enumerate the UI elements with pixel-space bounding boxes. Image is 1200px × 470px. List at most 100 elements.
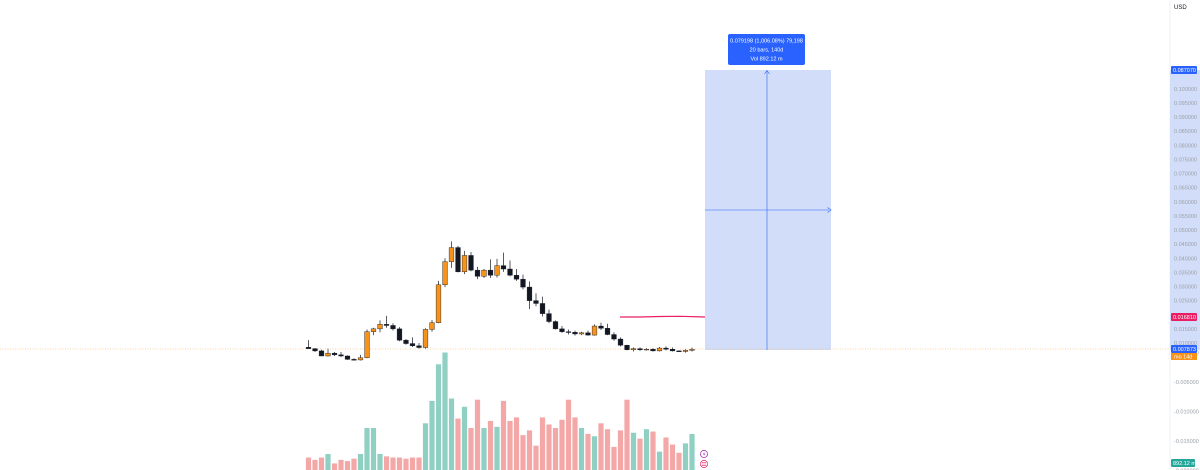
volume-bar xyxy=(520,435,526,470)
volume-bar xyxy=(442,352,448,470)
candle-body xyxy=(500,265,507,270)
candle-body xyxy=(669,349,676,352)
volume-tag: 892.12 m xyxy=(1171,459,1196,467)
candle-body xyxy=(591,325,598,336)
volume-bar xyxy=(409,457,416,470)
measure-tooltip-box xyxy=(728,34,805,65)
volume-bar xyxy=(526,430,533,470)
volume-bar xyxy=(539,417,546,470)
volume-bar xyxy=(585,433,591,470)
volume-bar xyxy=(643,429,650,470)
measure-label-bars: 20 bars, 140d xyxy=(750,48,784,54)
volume-bar xyxy=(487,420,494,470)
volume-bar xyxy=(351,458,357,470)
candle xyxy=(344,355,351,360)
candle-body xyxy=(383,324,390,326)
volume-axis-label: -0.020000 xyxy=(1174,469,1199,470)
current-price-tag-box xyxy=(1171,345,1197,353)
volume-bar xyxy=(669,444,676,470)
price-axis-label: 0.025000 xyxy=(1174,299,1197,305)
candle-body xyxy=(435,284,442,323)
volume-bar xyxy=(507,420,513,470)
volume-bars xyxy=(305,352,695,470)
candle xyxy=(539,296,546,317)
volume-bar xyxy=(455,418,461,470)
volume-bar xyxy=(461,406,468,470)
price-axis-label: 0.080000 xyxy=(1174,143,1197,149)
lightning-icon[interactable] xyxy=(700,450,708,458)
volume-bar xyxy=(370,428,377,470)
candle xyxy=(552,320,559,330)
candle xyxy=(305,340,312,349)
candle xyxy=(331,352,338,356)
volume-bar xyxy=(500,400,507,470)
volume-bar xyxy=(663,437,669,470)
bar-countdown-tag: mo 14d xyxy=(1171,353,1197,361)
volume-bar xyxy=(578,428,585,470)
candle-body xyxy=(416,345,422,348)
candle-body xyxy=(344,355,351,360)
candle xyxy=(669,347,676,352)
candle xyxy=(442,258,448,288)
candle xyxy=(637,347,643,351)
volume-bar xyxy=(617,430,624,470)
volume-bar xyxy=(325,453,331,470)
alert-price-tag: 0.016810 xyxy=(1171,313,1197,321)
candle-body xyxy=(351,359,357,361)
candle xyxy=(598,322,604,331)
candle xyxy=(585,330,591,336)
candle-body xyxy=(611,334,617,340)
volume-bar xyxy=(312,459,318,470)
volume-bar xyxy=(416,457,422,470)
candle xyxy=(377,320,383,333)
candle xyxy=(364,329,370,359)
volume-bar xyxy=(689,433,695,470)
candle-body xyxy=(403,339,409,344)
candle xyxy=(312,348,318,353)
candle xyxy=(429,319,435,332)
price-axis-label: 0.095000 xyxy=(1174,101,1197,107)
candle xyxy=(533,293,539,307)
volume-bar xyxy=(468,428,474,470)
target-price-tag-text: 0.087070 xyxy=(1173,68,1196,74)
currency-label[interactable]: USD xyxy=(1174,5,1187,11)
price-axis-label: 0.030000 xyxy=(1174,285,1197,291)
volume-bar xyxy=(546,424,552,470)
candle-body xyxy=(604,328,611,335)
candle xyxy=(546,309,552,324)
candle-body xyxy=(552,321,559,330)
volume-bar xyxy=(435,364,442,470)
candle-body xyxy=(429,322,435,330)
price-axis-label: 0.050000 xyxy=(1174,228,1197,234)
alert-line[interactable] xyxy=(620,315,706,318)
volume-bar xyxy=(656,451,663,470)
candle-body xyxy=(377,324,383,330)
volume-bar xyxy=(682,443,689,470)
axis-measure-band xyxy=(1170,70,1200,350)
volume-bar xyxy=(357,453,364,470)
candle xyxy=(338,352,344,358)
volume-bar xyxy=(565,399,572,470)
candle xyxy=(474,266,481,280)
volume-bar xyxy=(513,417,520,470)
candle-body xyxy=(442,261,448,286)
candle-body xyxy=(390,325,396,330)
candle xyxy=(630,347,637,352)
volume-bar xyxy=(344,461,351,470)
candle-body xyxy=(682,350,689,352)
volume-bar xyxy=(598,423,604,470)
candle xyxy=(383,315,390,328)
candle xyxy=(689,347,695,352)
price-axis-label: 0.075000 xyxy=(1174,157,1197,163)
volume-bar xyxy=(494,426,500,470)
price-axis-label: 0.090000 xyxy=(1174,115,1197,121)
price-range-measure[interactable]: 0.079198 (1,006.08%) 79,198 20 bars, 140… xyxy=(705,34,832,350)
flag-icon[interactable] xyxy=(700,460,708,468)
candle xyxy=(643,348,650,351)
price-axis-label: 0.045000 xyxy=(1174,242,1197,248)
volume-bar xyxy=(331,463,338,470)
candle xyxy=(494,258,500,278)
candle-body xyxy=(455,247,461,273)
volume-bar xyxy=(611,446,617,470)
